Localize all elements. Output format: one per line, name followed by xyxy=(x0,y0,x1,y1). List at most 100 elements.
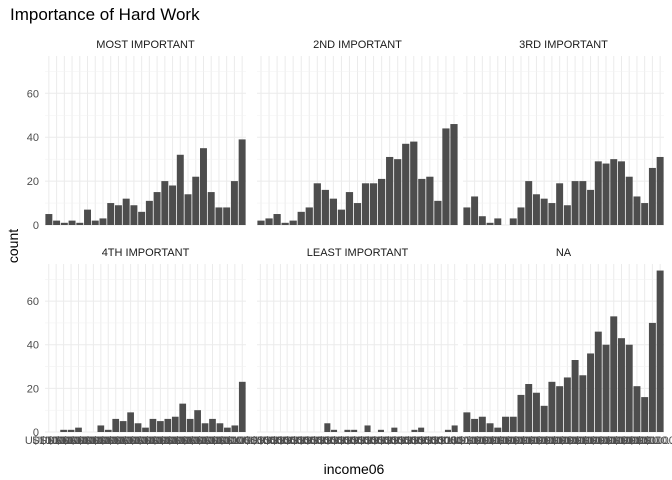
bar xyxy=(463,207,471,225)
bar xyxy=(633,196,641,225)
x-tick-label: U$1000... xyxy=(397,435,445,447)
x-tick-label: U$1000... xyxy=(263,435,311,447)
bar xyxy=(171,416,179,432)
x-tick-label: U$1000... xyxy=(92,435,140,447)
bar xyxy=(45,214,53,225)
x-tick-label: U$1000... xyxy=(636,435,672,447)
bar xyxy=(478,416,486,432)
x-tick-label: U$1000... xyxy=(424,435,472,447)
x-tick-label: U$1000... xyxy=(350,435,398,447)
x-tick-label: U$1000... xyxy=(411,435,459,447)
bar xyxy=(345,192,354,225)
x-tick-label: U$1000... xyxy=(107,435,155,447)
bar xyxy=(127,412,134,432)
x-tick-label: U$1000... xyxy=(344,435,392,447)
facet-label: 4TH IMPORTANT xyxy=(102,247,190,259)
bar xyxy=(532,194,540,225)
x-tick-label: U$1000... xyxy=(417,435,465,447)
x-tick-label: U$1000... xyxy=(62,435,110,447)
x-axis-title: income06 xyxy=(324,461,385,477)
bar xyxy=(656,156,664,225)
bar xyxy=(563,377,571,432)
x-tick-label: U$1000... xyxy=(590,435,638,447)
bar xyxy=(378,178,386,225)
x-tick-label: U$1000... xyxy=(377,435,425,447)
y-tick-label: 60 xyxy=(27,296,39,308)
x-tick-label: U$1000... xyxy=(297,435,345,447)
x-tick-label: U$1000... xyxy=(129,435,177,447)
bar xyxy=(97,425,105,432)
bar xyxy=(119,421,127,432)
bar xyxy=(161,181,169,225)
bar xyxy=(556,183,564,225)
bar xyxy=(114,205,122,225)
x-tick-label: U$1000... xyxy=(404,435,452,447)
bar xyxy=(463,412,471,432)
x-tick-label: U$1000... xyxy=(451,435,499,447)
bar xyxy=(402,143,410,225)
x-tick-label: U$1000... xyxy=(474,435,522,447)
bar xyxy=(104,429,112,432)
x-tick-label: U$1000... xyxy=(283,435,331,447)
x-tick-label: U$1000... xyxy=(137,435,185,447)
bar xyxy=(76,222,84,225)
bar xyxy=(313,183,321,225)
bar xyxy=(587,353,595,432)
y-tick-label: 20 xyxy=(27,383,39,395)
x-tick-label: U$1000... xyxy=(77,435,125,447)
bar xyxy=(579,181,587,225)
bar xyxy=(641,203,649,225)
bar xyxy=(618,338,625,432)
x-tick-label: U$1000... xyxy=(166,435,214,447)
bar xyxy=(361,183,370,225)
bar xyxy=(184,194,192,225)
x-tick-label: U$1000... xyxy=(99,435,147,447)
x-tick-label: U$1000... xyxy=(337,435,385,447)
bar xyxy=(351,429,358,432)
bar xyxy=(540,198,548,225)
x-tick-label: U$1000... xyxy=(551,435,599,447)
x-tick-label: U$1000... xyxy=(458,435,506,447)
bar xyxy=(641,397,649,432)
bar xyxy=(224,427,231,432)
x-tick-label: U$1000... xyxy=(218,435,266,447)
bar xyxy=(169,185,177,225)
bar xyxy=(216,423,224,432)
bar xyxy=(186,418,194,432)
bar xyxy=(257,220,265,225)
bar xyxy=(112,418,120,432)
bar xyxy=(238,381,246,432)
x-tick-label: U$1000... xyxy=(189,435,237,447)
bar xyxy=(305,207,313,225)
x-tick-label: U$1000... xyxy=(114,435,162,447)
bar xyxy=(337,209,346,225)
facet-panels: MOST IMPORTANT 0 20 40 60 2ND IMPORTANT 3RD IM… xyxy=(25,39,672,447)
bar xyxy=(149,418,157,432)
x-tick-label: U$1000... xyxy=(196,435,244,447)
bar xyxy=(532,392,540,432)
facet-panel-most-important: MOST IMPORTANT 0 20 40 60 xyxy=(27,39,246,232)
bar xyxy=(201,423,209,432)
bar xyxy=(324,423,331,432)
bar xyxy=(618,161,625,225)
bar xyxy=(610,159,618,225)
bar xyxy=(209,418,216,432)
bar xyxy=(297,211,305,225)
bar xyxy=(411,429,418,432)
x-tick-label: U$1000... xyxy=(290,435,338,447)
bar xyxy=(478,216,486,225)
bar xyxy=(344,429,351,432)
bar xyxy=(540,405,548,432)
bar xyxy=(164,418,172,432)
x-tick-label: U$1000... xyxy=(489,435,537,447)
bar xyxy=(194,410,201,432)
x-tick-label: U$1000... xyxy=(204,435,252,447)
x-tick-label: U$1000... xyxy=(181,435,229,447)
bar xyxy=(525,384,533,432)
facet-panel-2nd-important: 2ND IMPORTANT xyxy=(257,39,458,226)
bar xyxy=(594,331,602,432)
x-tick-label: U$1000... xyxy=(55,435,103,447)
bar xyxy=(648,167,656,225)
bar xyxy=(377,429,384,432)
